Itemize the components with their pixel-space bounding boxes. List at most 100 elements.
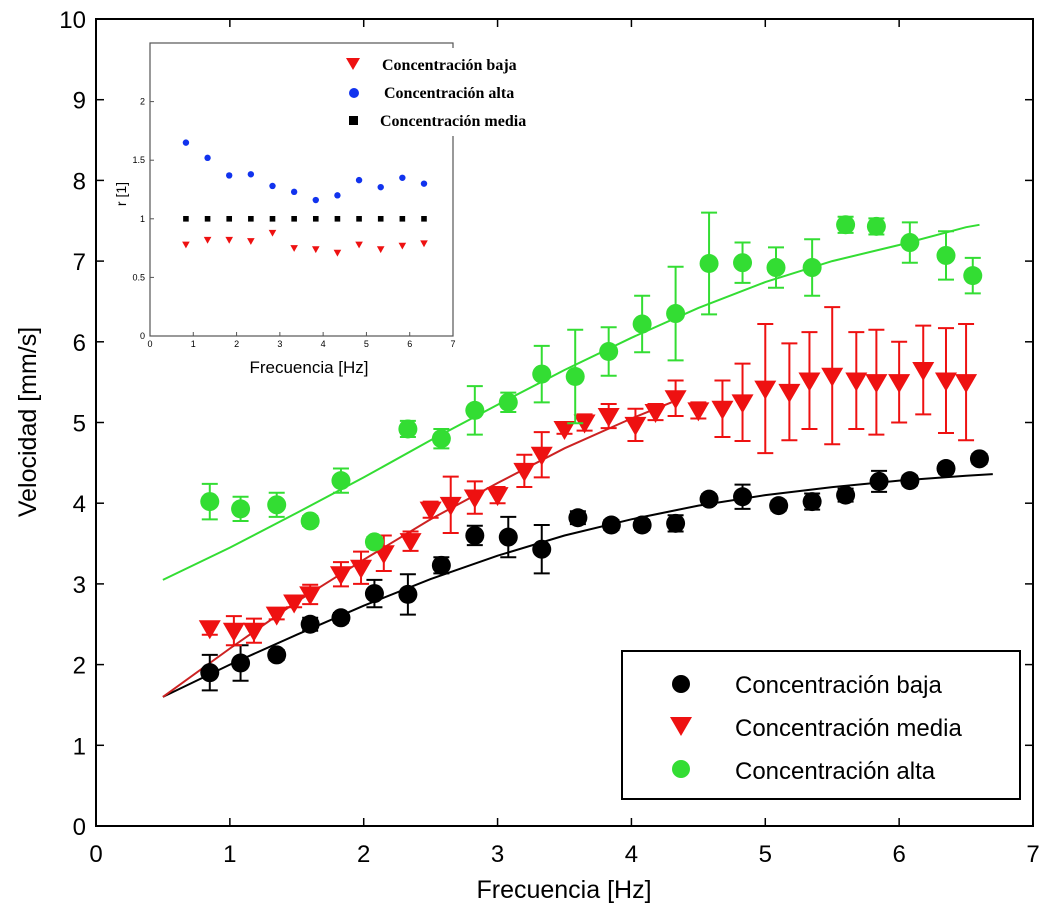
data-point [888,374,911,394]
data-point [769,496,789,516]
data-point [936,458,956,478]
data-point [198,620,221,640]
inset-data-point [226,172,233,179]
data-point [267,645,287,665]
inset-y-axis-label: r [1] [113,182,129,206]
data-point [802,492,822,512]
data-point [699,254,719,274]
inset-y-tick-label: 1.5 [132,155,145,165]
inset-data-point [355,241,363,249]
inset-y-tick-label: 0.5 [132,272,145,282]
legend-label-media: Concentración media [735,715,962,742]
data-point [242,622,265,642]
inset-data-point [377,183,384,191]
data-point [766,258,786,278]
data-point [798,372,821,392]
inset-data-point [226,216,233,222]
legend-label-baja: Concentración baja [735,672,942,699]
inset-data-point [334,216,341,222]
main-y-axis-label: Velocidad [mm/s] [14,327,42,517]
data-point [754,380,777,400]
data-point [731,394,754,414]
data-point [463,489,486,509]
main-y-tick-label: 7 [73,249,86,276]
main-x-tick-label: 1 [223,841,236,868]
main-y-tick-label: 10 [59,7,86,34]
data-point [900,233,920,253]
data-point [601,515,621,535]
data-point [300,511,320,531]
inset-x-tick-label: 7 [450,339,455,349]
inset-data-point [420,240,428,248]
data-point [431,429,451,449]
main-x-tick-label: 2 [357,841,370,868]
inset-data-point [399,216,406,222]
inset-chart: 0 1 2 3 4 5 6 700.511.52 Frecuencia [Hz] r [1] … [112,38,548,386]
data-point [955,374,978,394]
main-y-tick-label: 3 [73,572,86,599]
data-point [778,383,801,403]
data-point [398,584,418,604]
data-point [802,258,822,278]
data-point [265,606,288,626]
inset-data-point [203,236,212,244]
data-point [865,374,888,394]
inset-x-tick-label: 6 [407,339,412,349]
main-x-tick-label: 5 [759,841,772,868]
inset-data-point [291,216,297,222]
data-point [267,495,287,515]
data-point [821,367,844,387]
data-point [283,594,306,614]
data-point [869,471,889,491]
data-point [530,446,553,466]
inset-legend-marker-baja [346,58,360,70]
inset-legend-label-baja: Concentración baja [382,57,517,74]
inset-data-point [398,242,407,250]
inset-data-point [247,171,255,178]
inset-x-tick-label: 2 [234,339,239,349]
inset-legend-box [348,48,548,136]
data-point [222,622,245,642]
data-point [845,372,868,392]
data-point [666,513,686,533]
inset-data-point [247,238,255,245]
inset-data-point [182,139,190,146]
data-point [553,420,576,440]
main-y-tick-label: 4 [73,491,86,518]
data-point [632,515,652,535]
data-point [632,314,652,334]
inset-data-marks [182,139,428,257]
data-point [398,419,418,439]
main-x-tick-label: 6 [892,841,905,868]
main-x-tick-label: 7 [1026,841,1039,868]
inset-data-point [269,216,276,222]
main-y-tick-label: 8 [73,168,86,195]
main-legend-box [621,650,1021,800]
data-point [934,372,957,392]
main-y-tick-label: 2 [73,653,86,680]
main-y-tick-label: 6 [73,330,86,357]
inset-data-point [355,176,363,184]
inset-data-point [248,216,254,222]
inset-x-tick-label: 4 [321,339,326,349]
inset-x-tick-label: 1 [191,339,196,349]
data-point [687,402,710,422]
data-point [399,533,422,553]
data-point [329,566,352,586]
legend-marker-baja [672,675,690,693]
data-point [419,501,442,521]
inset-axis-ticks: 0 1 2 3 4 5 6 7 0 0.5 1 1.5 2 [132,97,455,349]
data-point [711,400,734,420]
data-point [836,215,856,235]
data-point [573,414,596,434]
fit-line-2 [162,223,980,581]
data-point [963,266,983,286]
data-point [836,485,856,505]
data-point [465,525,485,545]
data-point [866,216,886,236]
inset-data-point [356,216,362,222]
inset-data-point [420,180,428,187]
main-y-tick-label: 1 [73,733,86,760]
